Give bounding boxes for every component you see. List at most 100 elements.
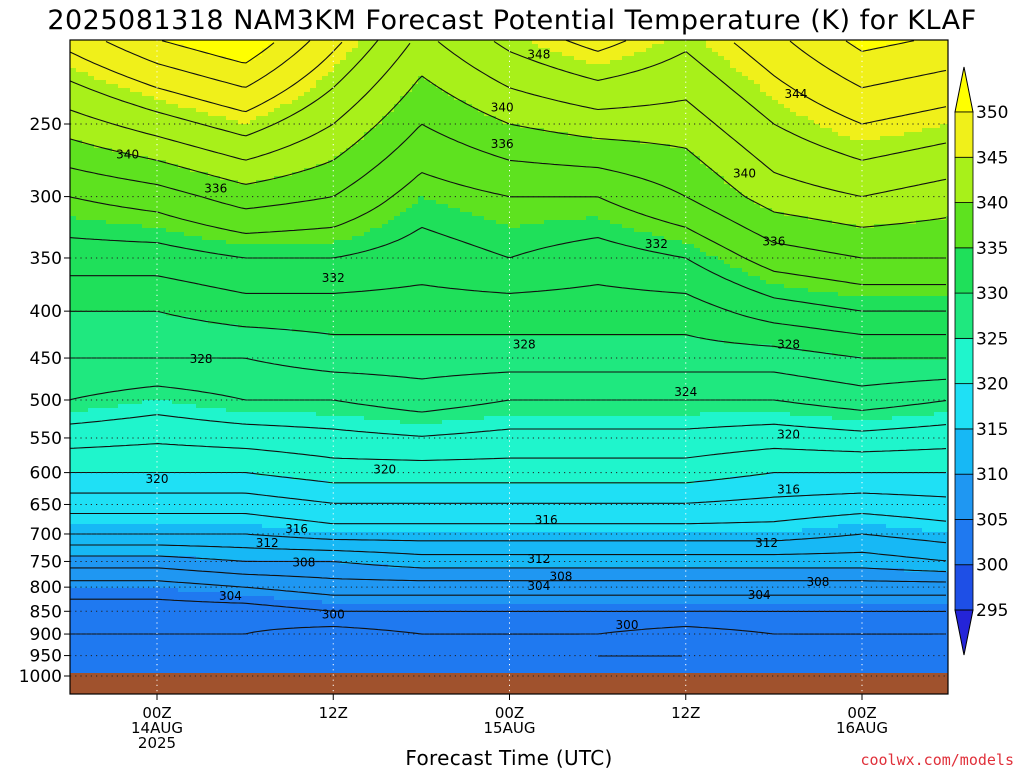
theta-cell [196, 140, 203, 145]
theta-cell [208, 108, 215, 113]
theta-cell [76, 348, 83, 353]
theta-cell [232, 44, 239, 49]
theta-cell [190, 152, 197, 157]
theta-cell [112, 304, 119, 309]
theta-cell [94, 576, 101, 581]
theta-cell [118, 304, 125, 309]
theta-cell [142, 188, 149, 193]
theta-cell [100, 280, 107, 285]
theta-cell [70, 172, 77, 177]
theta-cell [76, 300, 83, 305]
theta-cell [220, 140, 227, 145]
theta-cell [154, 660, 161, 665]
theta-cell [112, 664, 119, 669]
theta-cell [100, 364, 107, 369]
theta-cell [244, 524, 251, 529]
theta-cell [160, 464, 167, 469]
theta-cell [226, 220, 233, 225]
theta-cell [232, 640, 239, 645]
theta-cell [94, 240, 101, 245]
theta-cell [112, 644, 119, 649]
theta-cell [148, 560, 155, 565]
theta-cell [178, 412, 185, 417]
theta-cell [244, 44, 251, 49]
theta-cell [232, 292, 239, 297]
theta-cell [118, 448, 125, 453]
theta-cell [190, 216, 197, 221]
theta-cell [184, 484, 191, 489]
theta-cell [112, 260, 119, 265]
theta-cell [124, 264, 131, 269]
theta-cell [202, 560, 209, 565]
theta-cell [196, 376, 203, 381]
theta-cell [178, 240, 185, 245]
theta-cell [166, 664, 173, 669]
theta-cell [196, 296, 203, 301]
theta-cell [184, 324, 191, 329]
theta-cell [244, 260, 251, 265]
theta-cell [124, 412, 131, 417]
theta-cell [238, 80, 245, 85]
theta-cell [190, 516, 197, 521]
theta-cell [232, 116, 239, 121]
theta-cell [220, 168, 227, 173]
theta-cell [190, 424, 197, 429]
theta-cell [220, 384, 227, 389]
theta-cell [178, 368, 185, 373]
theta-cell [232, 344, 239, 349]
theta-cell [196, 76, 203, 81]
theta-cell [148, 164, 155, 169]
theta-cell [118, 116, 125, 121]
theta-cell [100, 96, 107, 101]
theta-cell [94, 48, 101, 53]
theta-cell [202, 112, 209, 117]
theta-cell [202, 44, 209, 49]
theta-cell [160, 652, 167, 657]
theta-cell [118, 236, 125, 241]
theta-cell [106, 440, 113, 445]
theta-cell [220, 528, 227, 533]
theta-cell [148, 280, 155, 285]
theta-cell [190, 184, 197, 189]
theta-cell [220, 576, 227, 581]
theta-cell [220, 484, 227, 489]
theta-cell [70, 500, 77, 505]
theta-cell [100, 432, 107, 437]
theta-cell [184, 572, 191, 577]
theta-cell [196, 484, 203, 489]
theta-cell [118, 588, 125, 593]
theta-cell [154, 620, 161, 625]
theta-cell [100, 208, 107, 213]
theta-cell [100, 540, 107, 545]
theta-cell [208, 292, 215, 297]
theta-cell [184, 640, 191, 645]
theta-cell [250, 188, 257, 193]
theta-cell [160, 328, 167, 333]
theta-cell [70, 280, 77, 285]
theta-cell [208, 92, 215, 97]
theta-cell [196, 604, 203, 609]
theta-cell [196, 516, 203, 521]
theta-cell [136, 380, 143, 385]
theta-cell [118, 404, 125, 409]
theta-cell [94, 584, 101, 589]
theta-cell [196, 188, 203, 193]
theta-cell [214, 624, 221, 629]
theta-cell [214, 372, 221, 377]
theta-cell [208, 516, 215, 521]
theta-cell [196, 112, 203, 117]
theta-cell [88, 568, 95, 573]
theta-cell [214, 604, 221, 609]
theta-cell [208, 604, 215, 609]
theta-cell [124, 400, 131, 405]
theta-cell [220, 296, 227, 301]
theta-cell [232, 484, 239, 489]
theta-cell [220, 380, 227, 385]
theta-cell [190, 292, 197, 297]
theta-cell [76, 568, 83, 573]
theta-cell [178, 584, 185, 589]
theta-cell [178, 152, 185, 157]
theta-cell [100, 212, 107, 217]
theta-cell [178, 88, 185, 93]
theta-cell [136, 668, 143, 673]
